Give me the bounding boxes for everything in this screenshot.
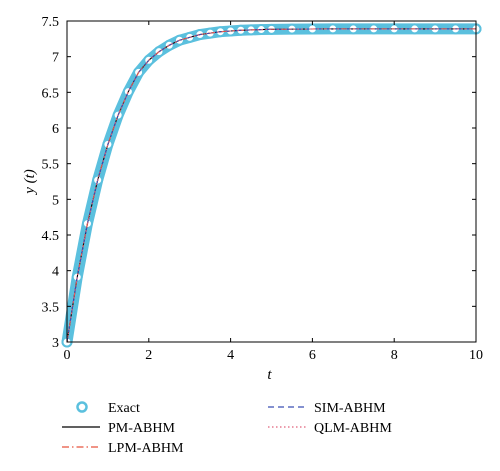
legend: Exact PM-ABHM LPM-ABHM SIM-ABHM QLM-ABHM — [62, 401, 392, 456]
x-tick-label: 8 — [391, 348, 398, 363]
legend-label-exact: Exact — [108, 401, 140, 416]
plot-area — [61, 23, 482, 348]
x-tick-label: 2 — [145, 348, 152, 363]
series-pm-abhm-line — [66, 28, 476, 343]
series-sim-abhm-line — [66, 28, 476, 343]
x-axis-title: t — [267, 367, 272, 383]
legend-label-qlm-abhm: QLM-ABHM — [314, 421, 392, 436]
y-tick-label: 5 — [52, 193, 59, 208]
y-tick-label: 4 — [52, 265, 59, 280]
y-tick-label: 7 — [52, 51, 59, 66]
y-tick-label: 7.5 — [42, 15, 60, 30]
y-tick-label: 4.5 — [42, 229, 60, 244]
x-tick-label: 4 — [227, 348, 234, 363]
series-lpm-abhm-line — [66, 28, 476, 343]
legend-label-sim-abhm: SIM-ABHM — [314, 401, 386, 416]
y-tick-label: 5.5 — [42, 158, 60, 173]
series-qlm-abhm-line — [66, 28, 476, 343]
axes: 0 2 4 6 8 10 3 3.5 4 4.5 5 5.5 6 6.5 7 7.5 t y (t) — [22, 15, 483, 383]
y-tick-label: 6.5 — [42, 86, 60, 101]
y-tick-label: 3 — [52, 336, 59, 351]
legend-swatch-exact — [76, 401, 88, 413]
x-tick-label: 0 — [64, 348, 71, 363]
y-axis-title: y (t) — [22, 169, 38, 196]
x-tick-label: 6 — [309, 348, 316, 363]
x-tick-label: 10 — [469, 348, 483, 363]
legend-label-lpm-abhm: LPM-ABHM — [108, 441, 184, 456]
axes-frame — [66, 20, 477, 343]
series-exact-band — [61, 23, 482, 348]
y-tick-label: 6 — [52, 122, 59, 137]
legend-label-pm-abhm: PM-ABHM — [108, 421, 175, 436]
y-tick-label: 3.5 — [42, 300, 60, 315]
